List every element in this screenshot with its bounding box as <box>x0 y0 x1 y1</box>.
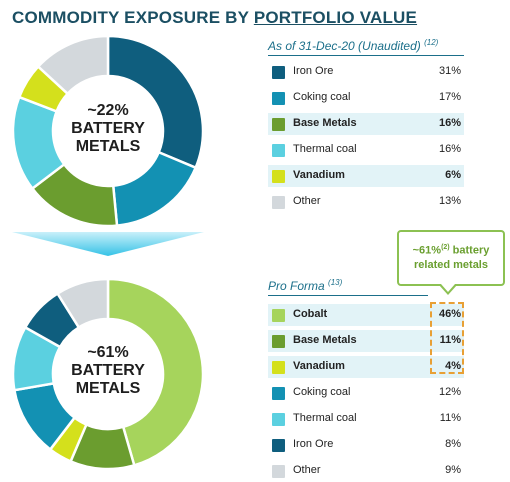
battery-metals-dashed-box <box>430 302 464 374</box>
table2-heading-note: (13) <box>328 278 343 287</box>
legend-swatch <box>272 439 285 452</box>
legend-value: 16% <box>438 117 461 129</box>
donut2-center-line1: BATTERY <box>71 361 145 379</box>
table1-row-coking-coal: Coking coal 17% <box>268 87 464 109</box>
legend-swatch <box>272 92 285 105</box>
donut1-slice-coking-coal <box>111 150 198 227</box>
table1-row-vanadium: Vanadium 6% <box>268 165 464 187</box>
callout-footnote: (2) <box>441 244 450 251</box>
callout-line2: related metals <box>414 258 488 271</box>
table1-heading-note: (12) <box>424 38 439 47</box>
donut1-center-pct: ~22% <box>87 102 129 119</box>
table2-row-iron-ore: Iron Ore 8% <box>268 434 464 456</box>
donut-chart-pro-forma <box>11 277 205 471</box>
table1-row-iron-ore: Iron Ore 31% <box>268 61 464 83</box>
legend-label: Other <box>293 464 321 476</box>
legend-swatch <box>272 196 285 209</box>
donut2-center-label: ~61% BATTERY METALS <box>52 344 164 398</box>
donut1-slice-iron-ore <box>106 34 205 170</box>
legend-swatch <box>272 144 285 157</box>
legend-label: Thermal coal <box>293 412 357 424</box>
legend-swatch <box>272 335 285 348</box>
callout-line1: ~61%(2) battery <box>399 243 503 258</box>
legend-value: 11% <box>439 334 461 346</box>
legend-label: Iron Ore <box>293 438 334 450</box>
title-part1: COMMODITY EXPOSURE BY <box>12 8 254 27</box>
legend-swatch <box>272 170 285 183</box>
donut1-center-label: ~22% BATTERY METALS <box>56 102 160 156</box>
legend-swatch <box>272 465 285 478</box>
legend-swatch <box>272 118 285 131</box>
legend-value: 6% <box>445 169 461 181</box>
legend-value: 11% <box>439 412 461 424</box>
legend-label: Coking coal <box>293 386 351 398</box>
legend-swatch <box>272 66 285 79</box>
table1-heading-text: As of 31-Dec-20 (Unaudited) <box>268 39 421 53</box>
donut2-center-line2: METALS <box>75 379 141 397</box>
legend-label: Base Metals <box>293 334 357 346</box>
legend-value: 4% <box>445 360 461 372</box>
table1-row-base-metals: Base Metals 16% <box>268 113 464 135</box>
table2-row-coking-coal: Coking coal 12% <box>268 382 464 404</box>
legend-value: 8% <box>445 438 461 450</box>
table1-row-thermal-coal: Thermal coal 16% <box>268 139 464 161</box>
callout-pct: ~61% <box>412 244 442 257</box>
donut1-center-line2: METALS <box>75 137 141 155</box>
transition-arrow-icon <box>12 232 204 256</box>
page-title: COMMODITY EXPOSURE BY PORTFOLIO VALUE <box>12 8 417 28</box>
legend-value: 13% <box>438 195 461 207</box>
donut1-slice-other <box>36 34 110 96</box>
legend-value: 31% <box>438 65 461 77</box>
legend-label: Vanadium <box>293 169 345 181</box>
legend-swatch <box>272 413 285 426</box>
table2-heading: Pro Forma (13) <box>268 278 428 296</box>
legend-value: 16% <box>438 143 461 155</box>
callout-text1: battery <box>449 244 490 257</box>
table1-row-other: Other 13% <box>268 191 464 213</box>
donut2-slice-other <box>55 277 110 330</box>
table2-row-vanadium: Vanadium 4% <box>268 356 464 378</box>
legend-label: Base Metals <box>293 117 357 129</box>
legend-swatch <box>272 361 285 374</box>
legend-label: Coking coal <box>293 91 351 103</box>
callout-pointer-inner <box>441 284 455 292</box>
legend-label: Cobalt <box>293 308 328 320</box>
legend-label: Iron Ore <box>293 65 334 77</box>
legend-value: 9% <box>445 464 461 476</box>
legend-value: 12% <box>438 386 461 398</box>
legend-value: 17% <box>438 91 461 103</box>
table1-heading: As of 31-Dec-20 (Unaudited) (12) <box>268 38 464 56</box>
legend-value: 46% <box>438 308 461 320</box>
battery-callout: ~61%(2) battery related metals <box>397 230 505 286</box>
donut2-center-pct: ~61% <box>87 344 129 361</box>
donut1-center-line1: BATTERY <box>71 119 145 137</box>
donut-chart-current <box>11 34 205 228</box>
donut2-slice-cobalt <box>106 277 205 467</box>
table2-row-cobalt: Cobalt 46% <box>268 304 464 326</box>
table2-row-other: Other 9% <box>268 460 464 482</box>
legend-label: Vanadium <box>293 360 345 372</box>
table2-row-thermal-coal: Thermal coal 11% <box>268 408 464 430</box>
table2-row-base-metals: Base Metals 11% <box>268 330 464 352</box>
legend-swatch <box>272 309 285 322</box>
table2-heading-text: Pro Forma <box>268 279 325 293</box>
legend-label: Other <box>293 195 321 207</box>
legend-swatch <box>272 387 285 400</box>
legend-label: Thermal coal <box>293 143 357 155</box>
title-part2: PORTFOLIO VALUE <box>253 8 418 27</box>
